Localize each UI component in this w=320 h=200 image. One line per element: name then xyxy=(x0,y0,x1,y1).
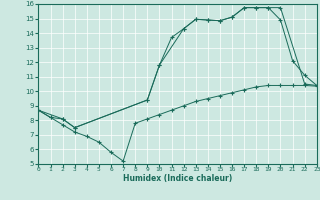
X-axis label: Humidex (Indice chaleur): Humidex (Indice chaleur) xyxy=(123,174,232,183)
